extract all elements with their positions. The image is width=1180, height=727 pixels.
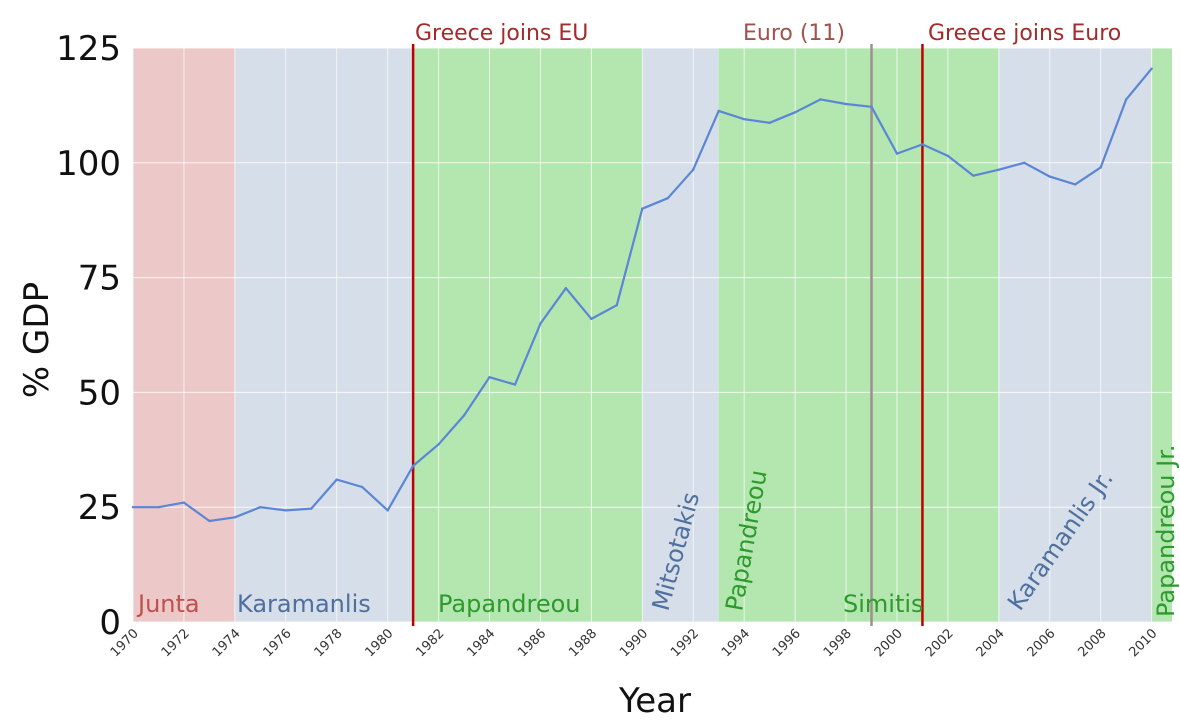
x-tick-label-11: 1992 — [668, 626, 702, 660]
data-point — [641, 207, 644, 210]
period-band-7 — [1151, 48, 1172, 622]
data-point — [513, 383, 517, 386]
x-tick-label-19: 2008 — [1076, 626, 1110, 660]
x-tick-label-20: 2010 — [1126, 626, 1160, 660]
y-tick-label-4: 100 — [56, 144, 121, 184]
data-point — [411, 464, 415, 468]
period-label-5: Simitis — [843, 590, 924, 618]
data-point — [284, 509, 287, 512]
data-point — [615, 303, 619, 307]
period-band-3 — [642, 48, 719, 622]
series-lines — [131, 67, 1153, 523]
data-point — [335, 478, 338, 481]
y-tick-label-3: 75 — [78, 259, 121, 299]
data-point — [1023, 161, 1026, 164]
x-tick-label-7: 1984 — [464, 626, 498, 660]
x-tick-label-9: 1988 — [566, 626, 600, 660]
event-label-2: Greece joins Euro — [928, 21, 1121, 46]
x-tick-label-18: 2006 — [1025, 626, 1059, 660]
data-point — [1074, 183, 1077, 186]
data-point — [666, 196, 669, 200]
data-point — [946, 154, 950, 158]
x-tick-label-10: 1990 — [617, 626, 651, 660]
data-point — [921, 143, 924, 146]
data-point — [310, 507, 313, 510]
x-tick-label-13: 1996 — [770, 626, 804, 660]
period-band-2 — [413, 48, 643, 622]
data-point — [488, 376, 491, 379]
x-tick-label-1: 1972 — [159, 626, 193, 660]
data-point — [997, 168, 1001, 171]
period-band-6 — [998, 48, 1152, 622]
data-point — [1099, 166, 1102, 169]
data-point — [895, 152, 899, 155]
data-point — [1150, 67, 1153, 70]
x-tick-label-17: 2004 — [974, 626, 1008, 660]
x-tick-label-5: 1980 — [362, 626, 396, 660]
data-point — [1124, 98, 1128, 101]
data-point — [157, 506, 160, 509]
data-point — [717, 109, 720, 113]
x-tick-label-12: 1994 — [719, 626, 753, 660]
x-tick-label-4: 1978 — [312, 626, 346, 660]
period-label-0: Junta — [136, 590, 200, 618]
data-point — [462, 414, 466, 417]
x-tick-label-6: 1982 — [413, 626, 447, 660]
data-point — [742, 117, 746, 121]
data-point — [539, 322, 542, 325]
period-label-2: Papandreou — [438, 590, 581, 618]
period-label-1: Karamanlis — [237, 590, 371, 618]
x-tick-label-3: 1976 — [261, 626, 295, 660]
data-point — [793, 111, 797, 114]
y-axis-title: % GDP — [17, 282, 57, 398]
data-point — [1048, 175, 1051, 178]
x-ticks: 1970 1972 1974 1976 1978 1980 1982 1984 1986 1988… — [108, 626, 1161, 660]
event-label-0: Greece joins EU — [415, 21, 588, 46]
data-point — [768, 121, 771, 125]
y-tick-label-2: 50 — [78, 373, 121, 413]
x-tick-label-2: 1974 — [210, 626, 244, 660]
period-label-7: Papandreou Jr. — [1152, 445, 1180, 618]
data-point — [819, 98, 822, 101]
x-tick-label-8: 1986 — [515, 626, 549, 660]
x-tick-label-14: 1998 — [821, 626, 855, 660]
data-point — [972, 174, 975, 177]
event-label-1: Euro (11) — [743, 21, 845, 46]
data-point — [386, 509, 389, 512]
y-tick-label-0: 0 — [99, 603, 121, 643]
data-point — [131, 506, 135, 509]
grid — [132, 47, 1172, 623]
data-point — [692, 168, 695, 171]
data-point — [564, 286, 568, 290]
x-axis-title: Year — [618, 681, 691, 721]
x-tick-label-15: 2000 — [872, 626, 906, 660]
data-point — [182, 501, 186, 504]
event-lines — [411, 44, 924, 626]
data-point — [437, 443, 440, 446]
event-labels: Greece joins EU Euro (11) Greece joins Eur… — [415, 21, 1121, 46]
data-point — [590, 317, 593, 321]
period-band-4 — [718, 48, 796, 622]
period-band-1 — [234, 48, 414, 622]
y-tick-label-5: 125 — [56, 29, 121, 69]
data-point — [360, 485, 364, 489]
data-point — [844, 102, 848, 106]
data-point — [233, 516, 237, 519]
y-ticks: 0 25 50 75 100 125 — [56, 29, 121, 643]
data-point — [259, 506, 262, 509]
data-point — [208, 519, 211, 523]
x-tick-label-16: 2002 — [923, 626, 957, 660]
y-tick-label-1: 25 — [78, 488, 121, 528]
data-point — [870, 105, 873, 108]
period-bands — [133, 48, 1172, 622]
